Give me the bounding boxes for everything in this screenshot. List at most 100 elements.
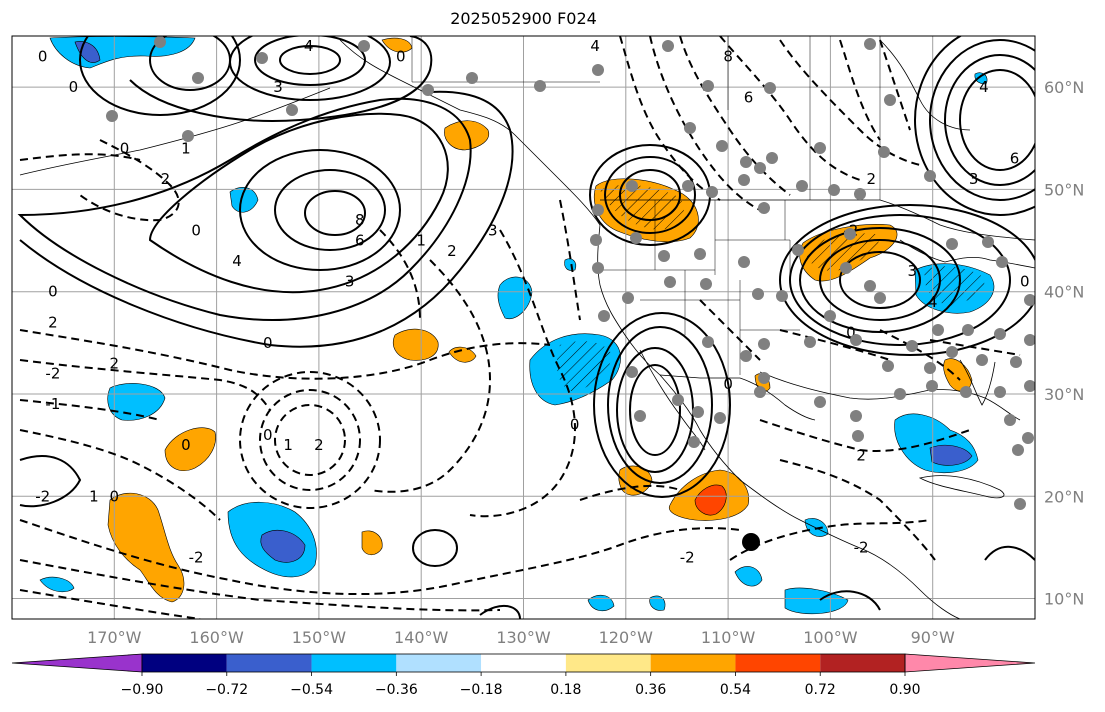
longitude-tick-label: 150°W: [292, 628, 347, 647]
colorbar-tick-label: −0.36: [375, 682, 418, 698]
station-dots: [106, 36, 1035, 510]
latitude-tick-label: 30°N: [1044, 385, 1084, 404]
colorbar-extend-min: [11, 653, 143, 673]
colorbar-swatch: [142, 654, 227, 672]
colorbar-swatch: [565, 654, 651, 672]
negative-anomaly-region: [784, 587, 849, 615]
positive-anomaly-region: [694, 484, 727, 516]
colorbar: [11, 653, 1036, 673]
contour-value-label: 3: [345, 272, 355, 290]
positive-anomaly-region: [164, 427, 216, 471]
contour-value-label: 2: [867, 170, 877, 188]
us-mexico-border: [659, 374, 816, 421]
contour-value-label: 4: [304, 37, 314, 55]
contour-value-label: 2: [161, 170, 171, 188]
contour-value-label: 4: [232, 252, 242, 270]
great-lakes: [899, 239, 1035, 269]
colorbar-tick-label: −0.72: [205, 682, 248, 698]
colorbar-swatch: [311, 654, 397, 672]
contour-value-label: 0: [120, 140, 130, 158]
positive-anomaly-region: [107, 492, 185, 603]
negative-anomaly-region: [929, 444, 973, 466]
contour-value-label: -2: [680, 549, 695, 567]
significance-hatching: [556, 341, 612, 392]
contour-value-label: 3: [488, 221, 498, 239]
contour-value-label: -2: [854, 538, 869, 556]
latitude-tick-label: 20°N: [1044, 487, 1084, 506]
colorbar-tick-label: 0.18: [550, 682, 581, 698]
colorbar-swatch: [481, 654, 566, 672]
contour-value-label: 1: [181, 140, 191, 158]
contour-value-label: -2: [45, 365, 60, 383]
gulf-coast: [759, 371, 1021, 421]
colorbar-swatch: [735, 654, 821, 672]
colorbar-labels: −0.90 −0.72 −0.54 −0.36 −0.18 0.18 0.36 0.54 0.7…: [121, 672, 921, 698]
negative-anomaly-region: [229, 187, 259, 213]
contour-value-label: 0: [263, 426, 273, 444]
colorbar-tick-label: 0.90: [889, 682, 920, 698]
longitude-tick-label: 140°W: [394, 628, 449, 647]
contour-value-label: 8: [355, 211, 365, 229]
contour-value-label: 2: [110, 354, 120, 372]
contour-value-label: 4: [928, 293, 938, 311]
negative-anomaly-region: [564, 258, 577, 271]
contour-value-label: 0: [570, 416, 580, 434]
north-america-west-coast: [597, 224, 961, 619]
contour-value-label: 4: [590, 37, 600, 55]
latitude-labels: 60°N 50°N 40°N 30°N 20°N 10°N: [1044, 78, 1084, 608]
negative-anomaly-region: [107, 383, 166, 421]
hudson-bay-coast: [879, 39, 971, 131]
dashed-contours: [19, 36, 1021, 619]
negative-anomaly-region: [260, 529, 306, 563]
contour-value-label: 0: [846, 324, 856, 342]
contour-value-label: 0: [69, 78, 79, 96]
longitude-tick-label: 170°W: [87, 628, 142, 647]
longitude-tick-label: 160°W: [189, 628, 244, 647]
colorbar-swatch: [396, 654, 482, 672]
colorbar-tick-label: −0.90: [121, 682, 164, 698]
negative-anomaly-region: [974, 72, 988, 85]
cuba-island: [918, 475, 1005, 499]
contour-value-label: 0: [48, 283, 58, 301]
contour-value-label: 4: [979, 78, 989, 96]
colorbar-tick-label: 0.72: [805, 682, 836, 698]
longitude-tick-label: 110°W: [701, 628, 756, 647]
contour-value-label: 6: [1010, 150, 1020, 168]
longitude-tick-label: 90°W: [911, 628, 955, 647]
contour-value-label: 0: [396, 47, 406, 65]
contour-value-label: 2: [314, 436, 324, 454]
contour-value-label: 8: [723, 47, 733, 65]
colorbar-extend-max: [904, 653, 1036, 673]
contour-value-label: 2: [447, 242, 457, 260]
longitude-tick-label: 130°W: [496, 628, 551, 647]
contour-value-label: 2: [48, 313, 58, 331]
florida-coast: [959, 359, 996, 406]
contour-value-label: -1: [45, 395, 60, 413]
contour-value-label: 3: [969, 170, 979, 188]
negative-anomaly-region: [587, 594, 615, 612]
colorbar-tick-label: −0.54: [290, 682, 333, 698]
colorbar-tick-label: 0.54: [720, 682, 751, 698]
negative-anomaly-region: [39, 576, 75, 593]
colorbar-swatch: [650, 654, 736, 672]
contour-value-label: 1: [89, 487, 99, 505]
positive-anomaly-region: [361, 530, 383, 556]
latitude-tick-label: 60°N: [1044, 78, 1084, 97]
map-title: 2025052900 F024: [450, 9, 597, 28]
us-canada-border: [600, 199, 1035, 241]
colorbar-tick-label: −0.18: [460, 682, 503, 698]
latitude-tick-label: 50°N: [1044, 180, 1084, 199]
contour-value-label: 2: [856, 446, 866, 464]
colorbar-swatch: [820, 654, 905, 672]
contour-value-label: 3: [907, 262, 917, 280]
political-borders: [411, 36, 881, 375]
negative-anomaly-region: [734, 566, 763, 587]
alaska-coastline: [339, 39, 601, 226]
contour-value-label: 0: [181, 436, 191, 454]
contour-value-label: -2: [189, 549, 204, 567]
marker-dot: [742, 533, 760, 551]
contour-value-label: 3: [273, 78, 283, 96]
contour-value-label: 0: [723, 375, 733, 393]
